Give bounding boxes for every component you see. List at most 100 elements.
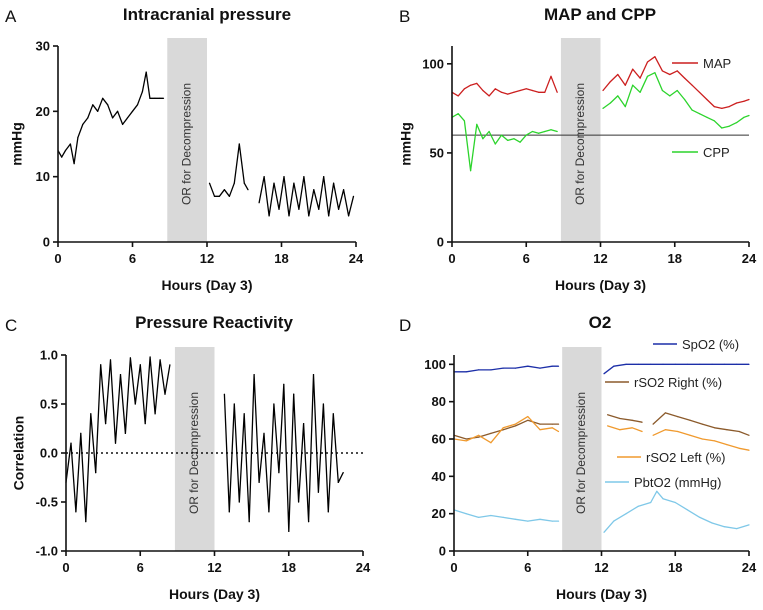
data-point: [107, 104, 109, 106]
data-point: [662, 498, 664, 500]
data-point: [669, 73, 671, 76]
data-point: [208, 182, 211, 184]
data-point: [97, 110, 99, 112]
series-rso2-left: [453, 415, 750, 451]
data-point: [308, 521, 310, 523]
data-point: [313, 189, 315, 191]
data-point: [677, 430, 679, 433]
data-point: [136, 104, 139, 106]
data-point: [625, 363, 627, 365]
data-point: [550, 129, 552, 131]
data-point: [470, 84, 472, 86]
data-point: [352, 195, 355, 197]
data-point: [144, 423, 146, 425]
data-point: [624, 84, 626, 86]
series-line-segment: [223, 373, 344, 533]
data-point: [631, 427, 633, 429]
legend-label: SpO2 (%): [682, 337, 739, 352]
data-point: [149, 97, 151, 99]
data-point: [457, 95, 459, 97]
data-point: [551, 427, 553, 429]
series-line-segment: [451, 113, 558, 172]
panel-d: D O2 OR for Decompression SpO2 (%) rSO2 Righ…: [399, 313, 757, 602]
data-point: [463, 88, 465, 90]
data-point: [502, 516, 504, 519]
or-shaded-region: [562, 347, 602, 551]
data-point: [527, 419, 529, 421]
data-point: [556, 130, 558, 133]
data-point: [69, 143, 71, 145]
data-point: [162, 97, 165, 99]
data-point: [557, 430, 560, 433]
data-point: [691, 109, 693, 111]
x-tick-label: 0: [448, 251, 455, 266]
data-point: [263, 432, 265, 434]
data-point: [617, 95, 619, 97]
data-point: [706, 116, 708, 118]
data-point: [465, 438, 467, 440]
data-point: [527, 416, 529, 418]
data-point: [490, 514, 492, 517]
data-point: [726, 444, 728, 446]
data-point: [228, 195, 230, 197]
data-point: [531, 89, 534, 92]
data-point: [662, 363, 664, 365]
data-point: [223, 393, 225, 395]
data-point: [463, 120, 465, 122]
data-point: [64, 149, 67, 152]
data-point: [551, 520, 553, 522]
data-point: [247, 189, 249, 191]
data-point: [513, 91, 515, 93]
data-point: [95, 472, 97, 474]
data-point: [342, 472, 344, 474]
y-tick-label: 40: [432, 469, 446, 484]
series-line-segment: [454, 365, 559, 373]
series-line-segment: [652, 412, 750, 436]
x-tick-label: 6: [524, 560, 531, 575]
data-point: [525, 88, 527, 90]
x-tick-label: 12: [207, 560, 221, 575]
data-point: [728, 125, 730, 127]
data-point: [661, 70, 664, 72]
data-point: [706, 98, 708, 101]
data-point: [258, 202, 260, 204]
data-point: [631, 419, 633, 421]
series-line-segment: [57, 71, 164, 165]
y-tick-label: 0: [439, 544, 446, 559]
or-shaded-region: [560, 38, 601, 242]
series-line-segment: [603, 490, 750, 533]
series-line-segment: [602, 72, 750, 129]
data-point: [233, 403, 235, 405]
data-point: [603, 531, 605, 533]
data-point: [323, 176, 325, 178]
y-tick-label: 10: [36, 169, 50, 184]
y-tick-label: 0.0: [40, 446, 58, 461]
data-point: [736, 528, 738, 530]
data-point: [544, 130, 546, 133]
or-shaded-region: [174, 347, 215, 551]
series-line-segment: [65, 356, 171, 523]
data-point: [639, 91, 641, 93]
data-point: [684, 77, 686, 79]
data-point: [298, 501, 300, 503]
data-point: [641, 421, 643, 423]
data-point: [85, 521, 87, 523]
data-point: [713, 106, 715, 108]
data-point: [213, 195, 216, 197]
data-point: [619, 417, 621, 420]
data-point: [328, 215, 330, 217]
y-tick-label: -0.5: [36, 495, 58, 510]
data-point: [619, 429, 621, 431]
data-point: [318, 208, 320, 210]
data-point: [691, 84, 693, 86]
data-point: [684, 98, 686, 101]
data-point: [243, 413, 245, 415]
chart-title: MAP and CPP: [544, 5, 656, 24]
x-axis-label: Hours (Day 3): [169, 586, 260, 602]
or-region-label: OR for Decompression: [573, 83, 587, 205]
data-point: [557, 423, 560, 425]
data-point: [139, 364, 141, 366]
panel-letter: A: [5, 7, 17, 26]
data-point: [539, 429, 541, 431]
data-point: [283, 383, 285, 385]
